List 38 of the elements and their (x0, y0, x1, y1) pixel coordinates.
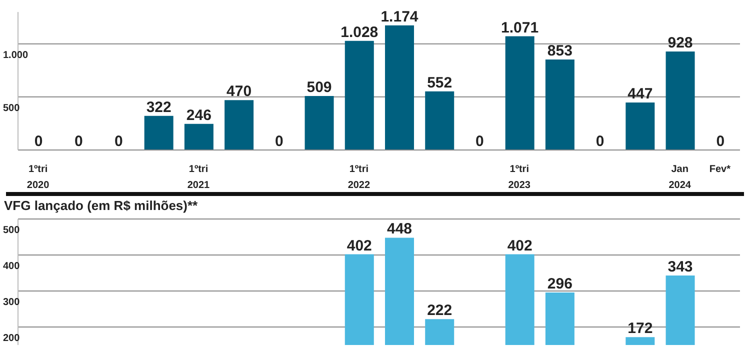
data-label: 1.028 (340, 24, 378, 41)
chart-title: VFG lançado (em R$ milhões)** (3, 197, 199, 215)
data-label: 222 (427, 302, 452, 320)
data-label: 0 (74, 132, 83, 150)
data-label: 296 (547, 275, 572, 292)
data-label: 1.174 (380, 8, 419, 26)
x-tick-label: Fev* (709, 164, 731, 175)
data-label: 509 (306, 78, 332, 96)
data-label: 0 (274, 132, 284, 150)
x-tick-label: 1ºtri 2023 (508, 164, 531, 191)
data-label: 448 (386, 220, 412, 238)
y-tick-label: 200 (3, 333, 20, 344)
x-tick-label: 1ºtri 2021 (187, 164, 210, 191)
x-tick-label: Jan 2024 (668, 164, 692, 191)
y-tick-label: 500 (3, 102, 20, 114)
data-label: 246 (186, 106, 212, 124)
y-tick-label: 500 (3, 225, 20, 236)
data-label: 470 (226, 83, 252, 100)
x-tick-label: 1ºtri 2022 (348, 164, 371, 191)
y-tick-label: 400 (3, 261, 20, 272)
data-label: 853 (547, 42, 572, 60)
data-label: 447 (628, 86, 653, 103)
x-tick-label: 1ºtri 2020 (26, 164, 50, 191)
y-tick-label: 1.000 (3, 50, 28, 61)
data-label: 343 (668, 258, 693, 276)
data-label: 0 (114, 132, 123, 150)
data-label: 402 (346, 237, 372, 254)
y-tick-label: 300 (3, 297, 20, 308)
data-label: 928 (668, 34, 693, 52)
data-label: 402 (507, 237, 532, 254)
data-label: 0 (596, 132, 604, 150)
data-label: 322 (146, 98, 172, 116)
data-label: 172 (628, 320, 653, 338)
data-label: 0 (716, 132, 725, 150)
data-label: 0 (34, 132, 43, 150)
data-label: 1.071 (501, 19, 539, 36)
data-label: 0 (476, 132, 484, 150)
data-label: 552 (427, 74, 452, 92)
